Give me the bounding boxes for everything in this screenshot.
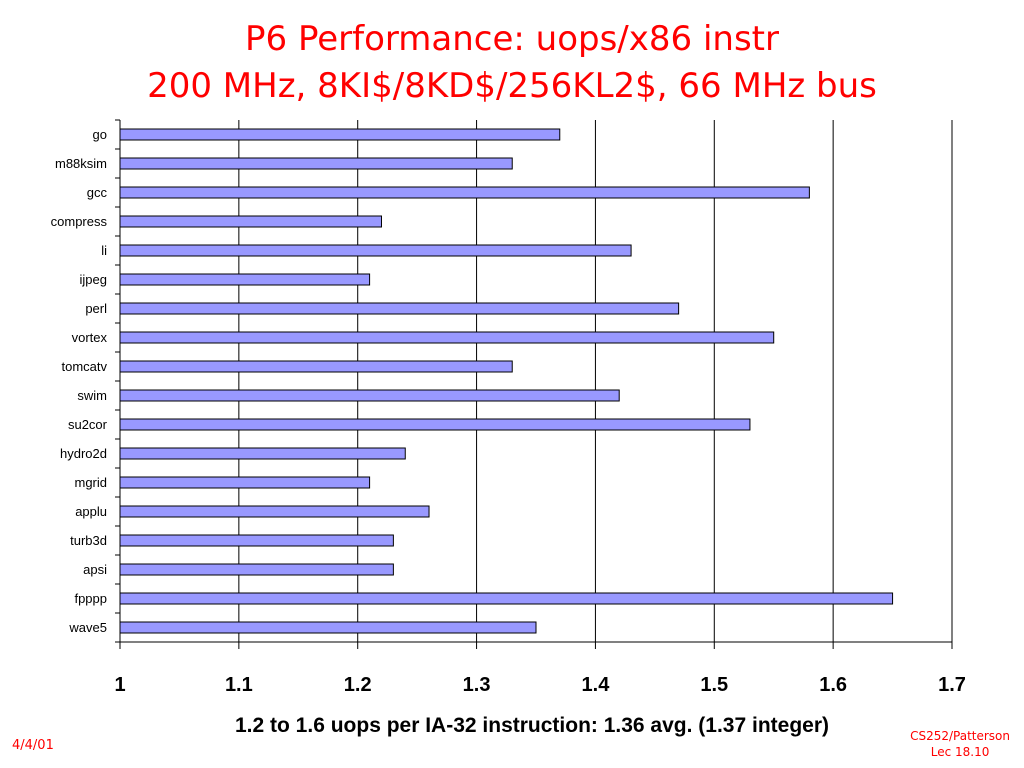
bars xyxy=(119,128,894,634)
category-label-tomcatv: tomcatv xyxy=(61,359,107,374)
category-label-turb3d: turb3d xyxy=(70,533,107,548)
x-tick-labels: 1 1.1 1.2 1.3 1.4 1.5 1.6 1.7 xyxy=(114,674,965,696)
x-tick-label: 1.3 xyxy=(463,674,491,696)
footer-date: 4/4/01 xyxy=(12,738,54,753)
footer-course-info: CS252/Patterson Lec 18.10 xyxy=(910,728,1010,760)
bar-wave5 xyxy=(119,621,537,634)
x-tick-label: 1.7 xyxy=(938,674,966,696)
category-label-fpppp: fpppp xyxy=(74,591,107,606)
bar-ijpeg xyxy=(119,273,371,286)
category-label-applu: applu xyxy=(75,504,107,519)
category-label-m88ksim: m88ksim xyxy=(55,156,107,171)
x-tick-label: 1.1 xyxy=(225,674,253,696)
bar-apsi xyxy=(119,563,394,576)
footer-course-name: CS252/Patterson xyxy=(910,729,1010,743)
bar-mgrid xyxy=(119,476,371,489)
x-tick-label: 1.4 xyxy=(582,674,611,696)
x-tick-label: 1.5 xyxy=(700,674,728,696)
bar-perl xyxy=(119,302,680,315)
bar-li xyxy=(119,244,632,257)
category-label-perl: perl xyxy=(85,301,107,316)
category-label-mgrid: mgrid xyxy=(74,475,107,490)
bar-vortex xyxy=(119,331,775,344)
x-tick-label: 1.6 xyxy=(819,674,847,696)
category-label-gcc: gcc xyxy=(87,185,108,200)
category-label-apsi: apsi xyxy=(83,562,107,577)
bar-fpppp xyxy=(119,592,894,605)
bar-su2cor xyxy=(119,418,751,431)
bar-applu xyxy=(119,505,430,518)
category-label-go: go xyxy=(93,127,107,142)
slide-title-line1: P6 Performance: uops/x86 instr xyxy=(245,19,779,59)
category-label-wave5: wave5 xyxy=(68,620,107,635)
category-labels: go m88ksim gcc compress li ijpeg perl vortex tom… xyxy=(51,127,108,635)
category-label-compress: compress xyxy=(51,214,108,229)
slide-title-line2: 200 MHz, 8KI$/8KD$/256KL2$, 66 MHz bus xyxy=(147,66,877,106)
category-label-vortex: vortex xyxy=(72,330,108,345)
x-tick-label: 1 xyxy=(114,674,125,696)
bar-m88ksim xyxy=(119,157,513,170)
x-tick-label: 1.2 xyxy=(344,674,372,696)
bar-compress xyxy=(119,215,382,228)
bar-tomcatv xyxy=(119,360,513,373)
category-label-hydro2d: hydro2d xyxy=(60,446,107,461)
bar-swim xyxy=(119,389,620,402)
axes xyxy=(115,119,953,649)
bar-turb3d xyxy=(119,534,394,547)
category-label-li: li xyxy=(101,243,107,258)
bar-hydro2d xyxy=(119,447,406,460)
chart-caption: 1.2 to 1.6 uops per IA-32 instruction: 1… xyxy=(235,714,829,737)
bar-go xyxy=(119,128,561,141)
category-label-ijpeg: ijpeg xyxy=(80,272,107,287)
footer-lecture-number: Lec 18.10 xyxy=(930,745,990,759)
grid-lines xyxy=(238,120,953,642)
category-label-swim: swim xyxy=(77,388,107,403)
category-label-su2cor: su2cor xyxy=(68,417,108,432)
bar-gcc xyxy=(119,186,810,199)
